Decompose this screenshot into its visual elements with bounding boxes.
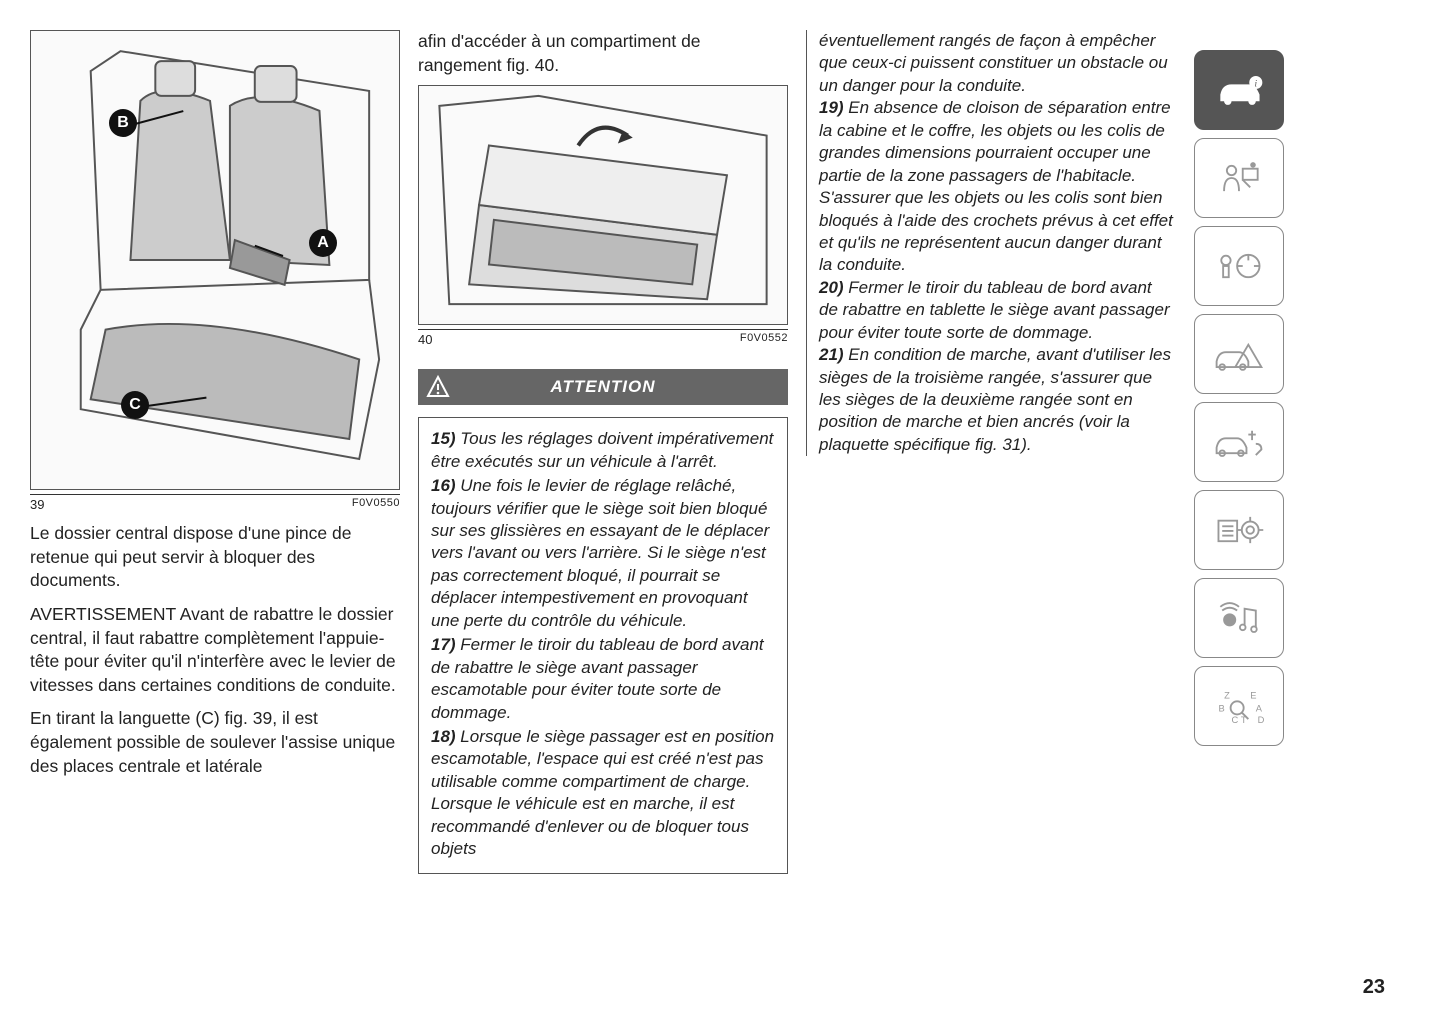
column-1: B A C 39 F0V0550 Le dossier central disp… xyxy=(30,30,400,874)
figure-40-caption: 40 F0V0552 xyxy=(418,329,788,347)
tab-safety-icon[interactable] xyxy=(1194,138,1284,218)
svg-text:B: B xyxy=(1218,704,1224,714)
figure-39-caption: 39 F0V0550 xyxy=(30,494,400,512)
svg-text:i: i xyxy=(1255,79,1258,89)
tab-knowing-car-icon[interactable]: i xyxy=(1194,50,1284,130)
warning-icon xyxy=(418,375,458,399)
attention-item: 17) Fermer le tiroir du tableau de bord … xyxy=(431,634,775,724)
item-number: 18) xyxy=(431,727,456,746)
item-number: 20) xyxy=(819,278,844,297)
attention-box-continued: éventuellement rangés de façon à empêche… xyxy=(806,30,1176,456)
attention-box: 15) Tous les réglages doivent impérative… xyxy=(418,417,788,873)
seat-diagram-svg xyxy=(31,31,399,489)
page-number: 23 xyxy=(1363,976,1385,999)
item-text: Une fois le levier de réglage relâché, t… xyxy=(431,476,769,630)
tab-multimedia-icon[interactable] xyxy=(1194,578,1284,658)
item-text: En absence de cloison de séparation entr… xyxy=(819,98,1173,274)
item-number: 15) xyxy=(431,429,456,448)
svg-text:D: D xyxy=(1258,715,1265,725)
callout-c: C xyxy=(121,391,149,419)
figure-code: F0V0552 xyxy=(740,332,788,347)
item-number: 16) xyxy=(431,476,456,495)
item-text: Fermer le tiroir du tableau de bord avan… xyxy=(431,635,764,721)
attention-label: ATTENTION xyxy=(458,377,788,397)
attention-item: 15) Tous les réglages doivent impérative… xyxy=(431,428,775,473)
tab-maintenance-icon[interactable] xyxy=(1194,402,1284,482)
item-text: Lorsque le siège passager est en positio… xyxy=(431,727,774,858)
attention-item: 16) Une fois le levier de réglage relâch… xyxy=(431,475,775,632)
attention-item: 20) Fermer le tiroir du tableau de bord … xyxy=(819,277,1174,344)
item-number: 19) xyxy=(819,98,844,117)
paragraph: Le dossier central dispose d'une pince d… xyxy=(30,522,400,593)
attention-header: ATTENTION xyxy=(418,369,788,405)
tab-emergency-icon[interactable] xyxy=(1194,314,1284,394)
callout-a: A xyxy=(309,229,337,257)
callout-b: B xyxy=(109,109,137,137)
column-3: éventuellement rangés de façon à empêche… xyxy=(806,30,1176,874)
tab-starting-icon[interactable] xyxy=(1194,226,1284,306)
svg-text:A: A xyxy=(1256,704,1263,714)
section-tabs: i ZEBADCT xyxy=(1194,30,1284,874)
figure-number: 39 xyxy=(30,497,44,512)
paragraph: afin d'accéder à un compartiment de rang… xyxy=(418,30,788,77)
attention-item: 19) En absence de cloison de séparation … xyxy=(819,97,1174,277)
figure-40 xyxy=(418,85,788,325)
figure-39: B A C xyxy=(30,30,400,490)
paragraph-warning: AVERTISSEMENT Avant de rabattre le dossi… xyxy=(30,603,400,698)
tab-specs-icon[interactable] xyxy=(1194,490,1284,570)
figure-code: F0V0550 xyxy=(352,497,400,512)
tab-index-icon[interactable]: ZEBADCT xyxy=(1194,666,1284,746)
svg-text:E: E xyxy=(1250,691,1256,701)
svg-text:C: C xyxy=(1232,715,1239,725)
paragraph: En tirant la languette (C) fig. 39, il e… xyxy=(30,707,400,778)
item-text: Fermer le tiroir du tableau de bord avan… xyxy=(819,278,1170,342)
item-number: 17) xyxy=(431,635,456,654)
figure-number: 40 xyxy=(418,332,432,347)
item-text: En condition de marche, avant d'utiliser… xyxy=(819,345,1171,454)
item-number: 21) xyxy=(819,345,844,364)
attention-item: 18) Lorsque le siège passager est en pos… xyxy=(431,726,775,861)
attention-item: éventuellement rangés de façon à empêche… xyxy=(819,30,1174,97)
item-text: Tous les réglages doivent impérativement… xyxy=(431,429,773,470)
attention-item: 21) En condition de marche, avant d'util… xyxy=(819,344,1174,456)
compartment-diagram-svg xyxy=(419,86,787,324)
column-2: afin d'accéder à un compartiment de rang… xyxy=(418,30,788,874)
svg-text:Z: Z xyxy=(1224,691,1230,701)
